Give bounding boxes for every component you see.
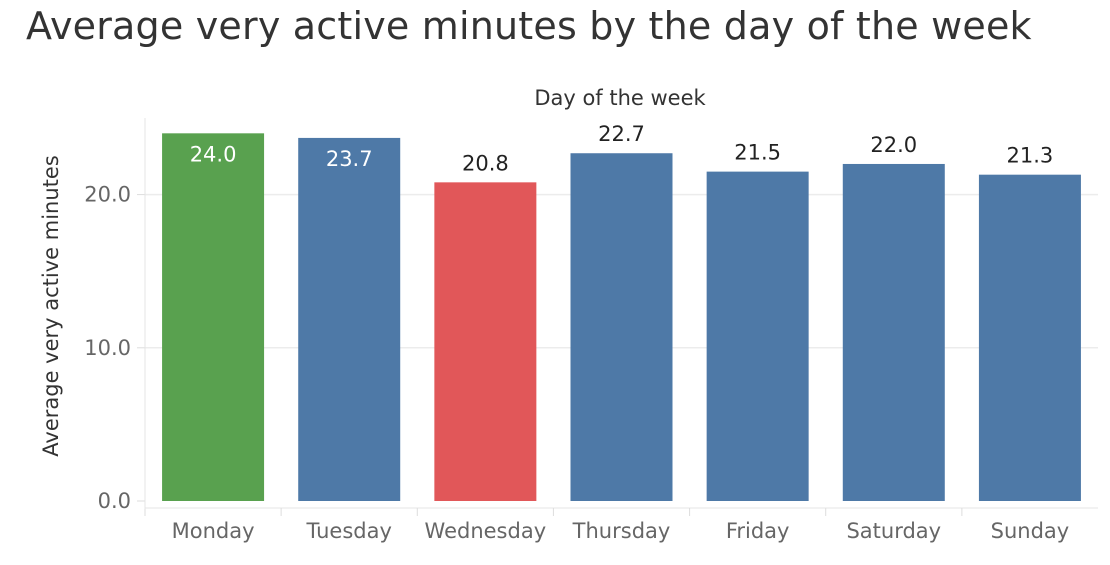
chart-title: Average very active minutes by the day o… xyxy=(26,4,1032,48)
x-tick-label: Saturday xyxy=(846,519,941,543)
x-axis: Monday Tuesday Wednesday Thursday Friday Satu… xyxy=(144,507,1098,543)
y-tick-label: 20.0 xyxy=(84,183,131,207)
bar-thursday xyxy=(570,153,673,501)
y-axis-title: Average very active minutes xyxy=(39,155,63,457)
x-tick-label: Friday xyxy=(726,519,790,543)
y-tick-label: 0.0 xyxy=(98,489,131,513)
data-label: 24.0 xyxy=(190,142,237,166)
bar-saturday xyxy=(842,163,945,501)
bar-tuesday xyxy=(298,137,401,501)
x-tick-label: Tuesday xyxy=(305,519,391,543)
bars xyxy=(162,133,1081,501)
bar-wednesday xyxy=(434,182,537,501)
y-tick-label: 10.0 xyxy=(84,336,131,360)
y-axis: 0.0 10.0 20.0 xyxy=(84,118,146,513)
x-axis-title: Day of the week xyxy=(534,86,706,110)
data-label: 21.3 xyxy=(1007,144,1054,168)
x-tick-label: Wednesday xyxy=(425,519,547,543)
data-label: 23.7 xyxy=(326,147,373,171)
data-labels: 24.0 23.7 20.8 22.7 21.5 22.0 21.3 xyxy=(190,122,1054,175)
data-label: 21.5 xyxy=(734,141,781,165)
bar-friday xyxy=(706,171,809,501)
bar-sunday xyxy=(978,174,1081,501)
x-tick-label: Monday xyxy=(172,519,255,543)
x-tick-label: Sunday xyxy=(991,519,1070,543)
data-label: 20.8 xyxy=(462,151,509,175)
bar-monday xyxy=(162,133,265,501)
data-label: 22.7 xyxy=(598,122,645,146)
data-label: 22.0 xyxy=(870,133,917,157)
x-tick-label: Thursday xyxy=(572,519,671,543)
